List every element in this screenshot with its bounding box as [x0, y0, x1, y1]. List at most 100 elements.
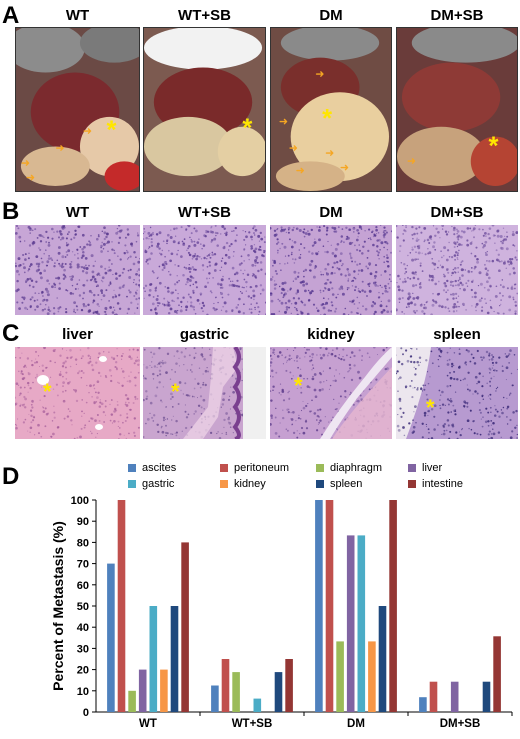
- bar-peritoneum-dm-sb: [429, 681, 438, 712]
- histology-image-dm-sb: [396, 225, 518, 315]
- legend-label: liver: [422, 462, 443, 474]
- legend-item-ascites: ascites: [128, 462, 176, 474]
- legend-item-gastric: gastric: [128, 478, 174, 490]
- bar-spleen-dm: [378, 606, 387, 712]
- bar-spleen-wt-sb: [274, 672, 283, 712]
- x-tick-label: WT: [139, 718, 157, 730]
- svg-text:➜: ➜: [21, 157, 30, 169]
- panel-c-title-liver: liver: [62, 326, 93, 343]
- y-tick-label: 80: [77, 537, 89, 549]
- legend-swatch: [408, 480, 416, 488]
- y-tick-label: 90: [77, 516, 89, 528]
- bar-kidney-dm: [368, 641, 376, 712]
- y-tick-label: 50: [77, 601, 89, 613]
- bar-peritoneum-wt-sb: [221, 659, 230, 712]
- legend-swatch: [128, 480, 136, 488]
- panel-b-title-dm-sb: DM+SB: [430, 204, 484, 221]
- bar-liver-wt: [138, 669, 147, 712]
- x-tick-label: WT+SB: [232, 718, 273, 730]
- y-tick-label: 70: [77, 559, 89, 571]
- panel-a-letter: A: [2, 2, 20, 29]
- histology-image-spleen: *: [396, 347, 518, 439]
- bar-peritoneum-wt: [117, 500, 126, 712]
- bar-diaphragm-wt: [128, 690, 136, 712]
- panel-c-title-gastric: gastric: [179, 326, 230, 343]
- panel-b-letter: B: [2, 198, 20, 225]
- y-tick-label: 40: [77, 622, 89, 634]
- legend-label: spleen: [330, 478, 363, 490]
- bar-ascites-wt-sb: [211, 685, 219, 712]
- legend-item-intestine: intestine: [408, 478, 463, 490]
- y-tick-label: 30: [77, 643, 89, 655]
- panel-a-title-wt-sb: WT+SB: [178, 7, 231, 24]
- tumor-asterisk-icon: *: [242, 115, 252, 143]
- bar-spleen-wt: [170, 606, 179, 712]
- metastasis-asterisk-icon: *: [171, 379, 180, 404]
- histology-image-gastric: *: [143, 347, 266, 439]
- legend-item-spleen: spleen: [316, 478, 362, 490]
- legend-label: peritoneum: [234, 462, 290, 474]
- legend-swatch: [316, 464, 324, 472]
- legend-item-kidney: kidney: [220, 478, 266, 490]
- panel-a-title-dm: DM: [319, 7, 343, 24]
- y-tick-label: 10: [77, 686, 89, 698]
- histology-image-wt: [15, 225, 140, 315]
- tumor-asterisk-icon: *: [488, 132, 498, 160]
- histology-image-kidney: *: [270, 347, 392, 439]
- necropsy-photo-wt-sb: *: [143, 27, 266, 192]
- legend-label: diaphragm: [330, 462, 382, 474]
- svg-text:➜: ➜: [26, 172, 35, 184]
- panel-c-letter: C: [2, 320, 20, 347]
- bar-diaphragm-wt-sb: [232, 672, 240, 712]
- x-tick-label: DM: [347, 718, 365, 730]
- bar-ascites-dm: [315, 500, 323, 712]
- y-tick-label: 20: [77, 665, 89, 677]
- svg-text:➜: ➜: [289, 142, 298, 154]
- y-tick-label: 60: [77, 580, 89, 592]
- bar-gastric-dm: [357, 535, 366, 712]
- bar-intestine-dm-sb: [493, 636, 501, 712]
- svg-text:➜: ➜: [55, 142, 64, 154]
- legend-swatch: [220, 480, 228, 488]
- histology-image-liver: *: [15, 347, 140, 439]
- legend-swatch: [128, 464, 136, 472]
- necropsy-photo-dm-sb: * ➜: [396, 27, 518, 192]
- tumor-asterisk-icon: *: [322, 105, 332, 133]
- legend-swatch: [220, 464, 228, 472]
- svg-text:➜: ➜: [83, 126, 92, 138]
- chart-legend: ascites peritoneum diaphragm liver gastr…: [128, 462, 508, 492]
- svg-text:➜: ➜: [340, 162, 349, 174]
- bar-peritoneum-dm: [325, 500, 334, 712]
- bar-ascites-wt: [107, 563, 115, 712]
- bar-kidney-wt: [160, 669, 168, 712]
- bar-liver-dm-sb: [450, 681, 459, 712]
- panel-b-title-dm: DM: [319, 204, 343, 221]
- tumor-asterisk-icon: *: [107, 117, 117, 145]
- svg-text:➜: ➜: [296, 165, 305, 177]
- panel-a-title-dm-sb: DM+SB: [430, 7, 484, 24]
- legend-swatch: [408, 464, 416, 472]
- svg-text:➜: ➜: [315, 68, 324, 80]
- metastasis-asterisk-icon: *: [43, 379, 52, 404]
- bar-gastric-wt-sb: [253, 698, 262, 712]
- legend-item-peritoneum: peritoneum: [220, 462, 289, 474]
- panel-a-title-wt: WT: [65, 7, 90, 24]
- bar-liver-dm: [346, 535, 355, 712]
- necropsy-photo-wt: * ➜ ➜ ➜ ➜: [15, 27, 140, 192]
- bar-intestine-wt-sb: [285, 659, 293, 712]
- x-tick-label: DM+SB: [440, 718, 481, 730]
- panel-b-title-wt: WT: [65, 204, 90, 221]
- bar-intestine-wt: [181, 542, 189, 712]
- svg-text:➜: ➜: [325, 147, 334, 159]
- panel-d-letter: D: [2, 463, 20, 490]
- bar-gastric-wt: [149, 606, 158, 712]
- bar-intestine-dm: [389, 500, 397, 712]
- y-tick-label: 0: [83, 707, 89, 719]
- legend-item-liver: liver: [408, 462, 442, 474]
- svg-text:➜: ➜: [279, 116, 288, 128]
- y-tick-label: 100: [71, 495, 89, 507]
- panel-c-title-spleen: spleen: [433, 326, 481, 343]
- bar-spleen-dm-sb: [482, 681, 491, 712]
- histology-image-dm: [270, 225, 392, 315]
- metastasis-asterisk-icon: *: [426, 395, 435, 420]
